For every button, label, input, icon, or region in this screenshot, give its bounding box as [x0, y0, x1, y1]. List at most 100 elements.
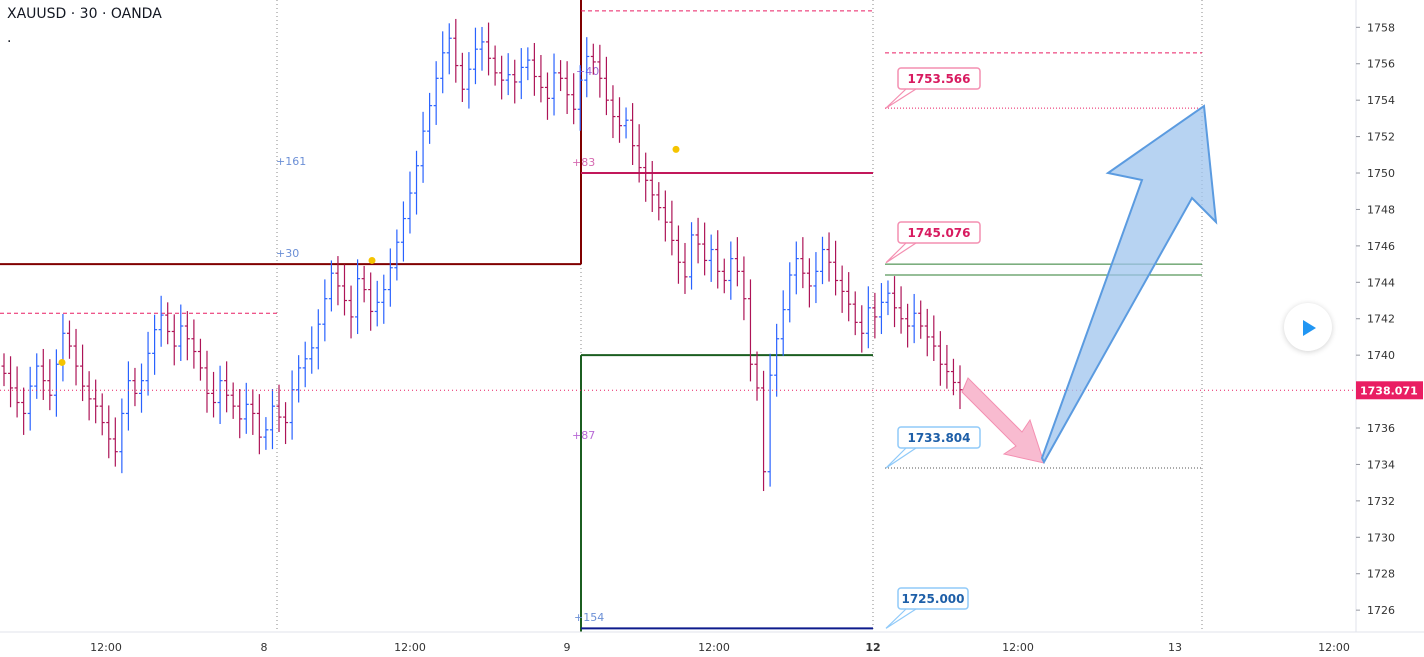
replay-button[interactable]: [1284, 303, 1332, 351]
ohlc-bar: [217, 365, 223, 425]
ohlc-bar: [819, 236, 825, 285]
ohlc-bar: [747, 279, 753, 382]
ohlc-bar: [551, 53, 557, 116]
ohlc-bar: [885, 280, 891, 316]
ohlc-bar: [800, 237, 806, 289]
ohlc-bar: [931, 315, 937, 361]
signal-dot: [368, 256, 376, 264]
ohlc-bar: [165, 302, 171, 345]
ohlc-bar: [944, 344, 950, 389]
ohlc-bar: [472, 27, 478, 85]
ohlc-bar: [132, 367, 138, 407]
small-mark-label: +154: [574, 611, 604, 624]
ohlc-bar: [139, 363, 145, 413]
ohlc-bar: [623, 107, 629, 139]
ohlc-bar: [872, 292, 878, 339]
ohlc-bar: [309, 326, 315, 374]
time-tick-label: 12:00: [394, 641, 426, 654]
ohlc-bar: [662, 190, 668, 242]
ohlc-bar: [544, 72, 550, 120]
price-tick-label: 1748: [1367, 203, 1395, 216]
ohlc-bar: [531, 42, 537, 96]
ohlc-bar: [761, 370, 767, 492]
ohlc-bar: [204, 350, 210, 413]
ohlc-bar: [106, 405, 112, 459]
ohlc-bar: [381, 274, 387, 324]
ohlc-bar: [276, 384, 282, 433]
ohlc-bar: [1, 353, 7, 387]
signal-dot: [58, 358, 66, 366]
time-tick-label: 12:00: [1002, 641, 1034, 654]
ohlc-bar: [145, 331, 151, 396]
ohlc-bar: [754, 351, 760, 401]
last-price-text: 1738.071: [1360, 384, 1418, 397]
ohlc-bar: [610, 85, 616, 139]
ohlc-bar: [394, 229, 400, 281]
price-tick-label: 1728: [1367, 568, 1395, 581]
ohlc-bar: [918, 300, 924, 339]
ohlc-bar: [813, 252, 819, 304]
time-axis[interactable]: 12:00 8 12:00 9 12:00 12 12:00 13 12:00: [0, 631, 1424, 654]
ohlc-bar: [414, 150, 420, 215]
ohlc-bar: [852, 291, 858, 336]
ohlc-bar: [47, 359, 53, 411]
ohlc-bar: [728, 241, 734, 300]
ohlc-bar: [734, 237, 740, 287]
ohlc-bar: [73, 328, 79, 386]
time-tick-label: 12:00: [698, 641, 730, 654]
callout-text: 1725.000: [901, 592, 964, 606]
small-mark-label: +83: [572, 156, 595, 169]
ohlc-bar: [721, 258, 727, 294]
ohlc-bar: [656, 182, 662, 221]
ohlc-bar: [328, 260, 334, 312]
callout-box: [897, 587, 969, 610]
ohlc-bar: [440, 31, 446, 94]
callout-pointer: [885, 88, 917, 109]
ohlc-bar: [571, 73, 577, 125]
ohlc-bar: [603, 56, 609, 116]
price-callout-3: 1725.000: [885, 587, 969, 629]
drawing-layer: +161 +30 +40 +83 +87 +154: [0, 0, 1202, 632]
ohlc-bar: [230, 382, 236, 419]
ohlc-bar: [250, 389, 256, 435]
down-arrow: [961, 377, 1045, 464]
ohlc-bar: [427, 92, 433, 144]
time-tick-label: 8: [261, 641, 268, 654]
callout-pointer: [885, 242, 917, 264]
ohlc-bar: [197, 338, 203, 381]
ohlc-bar: [695, 217, 701, 264]
price-tick-label: 1732: [1367, 495, 1395, 508]
price-tick-label: 1730: [1367, 531, 1395, 544]
price-tick-label: 1740: [1367, 349, 1395, 362]
time-tick-label: 13: [1168, 641, 1182, 654]
price-tick-label: 1744: [1367, 276, 1395, 289]
ohlc-bar: [171, 314, 177, 366]
play-icon: [1303, 320, 1316, 336]
ohlc-bar: [466, 52, 472, 109]
ohlc-bars: [1, 18, 963, 492]
ohlc-bar: [21, 387, 27, 435]
ohlc-bar: [315, 309, 321, 370]
ohlc-bar: [630, 103, 636, 166]
ohlc-bar: [649, 161, 655, 213]
price-axis[interactable]: 1726172817301732173417361738174017421744…: [1355, 0, 1423, 632]
ohlc-bar: [806, 258, 812, 308]
ohlc-bar: [505, 53, 511, 96]
price-tick-label: 1754: [1367, 94, 1395, 107]
price-tick-label: 1758: [1367, 21, 1395, 34]
price-tick-label: 1750: [1367, 167, 1395, 180]
ohlc-bar: [793, 241, 799, 295]
ohlc-bar: [178, 304, 184, 361]
small-mark-label: +30: [276, 247, 299, 260]
ohlc-bar: [14, 366, 20, 418]
ohlc-bar: [950, 358, 956, 396]
ohlc-bar: [263, 417, 269, 450]
ohlc-bar: [237, 389, 243, 439]
ohlc-bar: [80, 344, 86, 402]
price-tick-label: 1746: [1367, 240, 1395, 253]
callout-text: 1733.804: [907, 431, 970, 445]
ohlc-bar: [898, 286, 904, 334]
ohlc-bar: [446, 23, 452, 75]
ohlc-bar: [643, 152, 649, 202]
ohlc-bar: [682, 242, 688, 294]
